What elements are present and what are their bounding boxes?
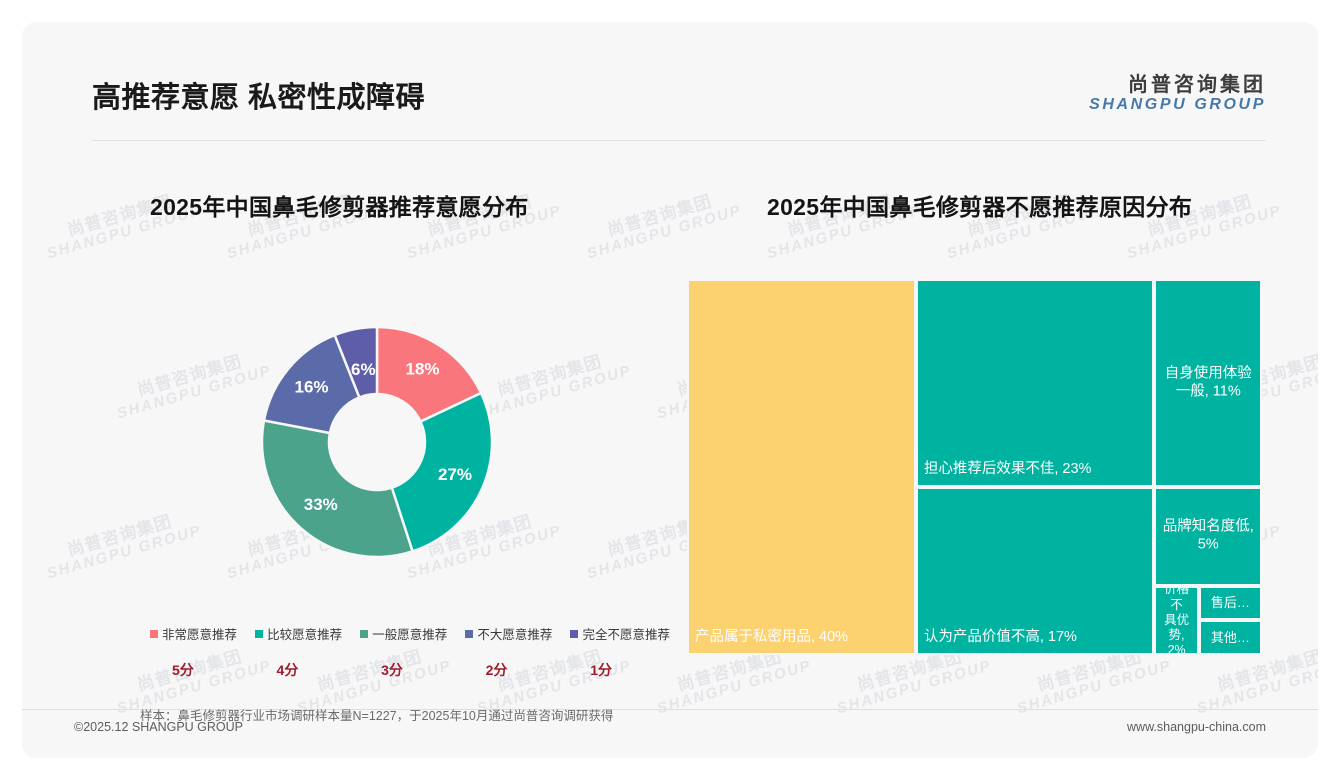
score-scale: 5分 4分 3分 2分 1分 [172,660,612,680]
legend-item[interactable]: 不大愿意推荐 [465,624,552,643]
donut-slice-label: 6% [351,360,376,379]
treemap-tile[interactable]: 担心推荐后效果不佳, 23% [915,279,1155,487]
donut-slice-label: 27% [438,465,472,484]
score-label: 2分 [485,662,508,678]
treemap-tile-label: 认为产品价值不高, 17% [923,629,1077,646]
legend-swatch-icon [465,629,474,638]
legend-item-label: 非常愿意推荐 [162,628,238,642]
legend-item-label: 不大愿意推荐 [477,628,553,642]
donut-chart-svg: 18% 27% 33% 16% 6% [260,325,494,559]
legend-item-label: 比较愿意推荐 [267,628,343,642]
brand-logo-en: SHANGPU GROUP [1089,96,1266,114]
donut-slices [260,325,494,559]
donut-slice-label: 16% [294,377,328,396]
score-label: 3分 [381,662,403,678]
treemap-tile[interactable]: 品牌知名度低, 5% [1154,486,1262,586]
legend-item[interactable]: 比较愿意推荐 [255,624,342,643]
treemap-tile-label: 自身使用体验 一般, 11% [1164,365,1252,399]
slide-header: 高推荐意愿 私密性成障碍 尚普咨询集团 SHANGPU GROUP [22,22,1318,120]
footer-website: www.shangpu-china.com [1127,720,1266,734]
treemap-tile-label: 担心推荐后效果不佳, 23% [923,461,1092,478]
treemap-chart: 产品属于私密用品, 40% 担心推荐后效果不佳, 23% 认为产品价值不高, 17%… [687,279,1262,655]
donut-slice-label: 33% [304,495,338,514]
legend-swatch-icon [570,629,579,638]
legend-item-label: 完全不愿意推荐 [582,628,670,642]
treemap-tile-label: 价格不 具优势, 2% [1164,585,1190,655]
brand-logo: 尚普咨询集团 SHANGPU GROUP [1089,74,1266,114]
treemap-tile[interactable]: 自身使用体验 一般, 11% [1154,279,1262,487]
score-label: 5分 [172,662,194,678]
treemap-tile-label: 品牌知名度低, 5% [1162,518,1254,553]
page-title: 高推荐意愿 私密性成障碍 [92,82,426,114]
treemap-tile-label: 产品属于私密用品, 40% [695,629,849,646]
score-label: 4分 [276,662,299,678]
donut-legend: 非常愿意推荐 比较愿意推荐 一般愿意推荐 不大愿意推荐 完全不愿意推荐 [150,624,670,643]
footer-copyright: ©2025.12 SHANGPU GROUP [74,720,243,734]
legend-item[interactable]: 完全不愿意推荐 [570,624,670,643]
sample-note: 样本：鼻毛修剪器行业市场调研样本量N=1227，于2025年10月通过尚普咨询调… [140,709,614,723]
footer-divider [22,709,1318,710]
legend-swatch-icon [255,629,264,638]
legend-item[interactable]: 非常愿意推荐 [150,624,237,643]
legend-swatch-icon [360,629,369,638]
slide-canvas: 尚普咨询集团 SHANGPU GROUP 尚普咨询集团 SHANGPU GROUP 尚普… [22,22,1318,758]
treemap-tile-label: 售后… [1210,595,1250,611]
score-label: 1分 [590,662,612,678]
treemap-tile[interactable]: 其他… [1198,620,1262,655]
treemap-tile[interactable]: 产品属于私密用品, 40% [687,279,916,655]
legend-item-label: 一般愿意推荐 [372,628,448,642]
donut-hole [329,394,425,490]
treemap-tile-label: 其他… [1210,629,1250,645]
brand-logo-cn: 尚普咨询集团 [1128,74,1266,96]
donut-chart: 18% 27% 33% 16% 6% [202,270,552,615]
right-chart-title: 2025年中国鼻毛修剪器不愿推荐原因分布 [767,194,1193,220]
treemap-tile[interactable]: 售后… [1198,585,1262,621]
donut-slice-label: 18% [406,360,440,379]
treemap-tile[interactable]: 价格不 具优势, 2% [1154,585,1199,655]
donut-data-labels: 18% 27% 33% 16% 6% [294,360,472,515]
header-divider [92,140,1266,141]
legend-item[interactable]: 一般愿意推荐 [360,624,447,643]
treemap-tile[interactable]: 认为产品价值不高, 17% [915,486,1155,655]
legend-swatch-icon [150,629,158,638]
left-chart-title: 2025年中国鼻毛修剪器推荐意愿分布 [150,194,529,220]
